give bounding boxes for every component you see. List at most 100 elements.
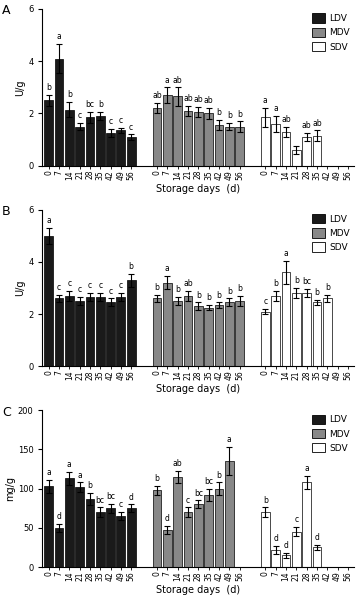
- Legend: LDV, MDV, SDV: LDV, MDV, SDV: [308, 211, 353, 256]
- Bar: [194, 306, 203, 367]
- Bar: [96, 512, 104, 567]
- Text: c: c: [186, 496, 190, 505]
- Bar: [225, 127, 234, 166]
- Bar: [163, 95, 172, 166]
- Text: d: d: [273, 534, 278, 543]
- Bar: [281, 132, 290, 166]
- Text: ab: ab: [152, 91, 162, 100]
- Text: bc: bc: [302, 277, 311, 286]
- Text: c: c: [263, 297, 267, 306]
- Text: c: c: [108, 118, 113, 127]
- Text: ab: ab: [302, 121, 312, 130]
- Bar: [85, 118, 94, 166]
- Bar: [302, 137, 311, 166]
- Bar: [215, 488, 223, 567]
- X-axis label: Storage days  (d): Storage days (d): [156, 385, 240, 394]
- Text: c: c: [88, 281, 92, 290]
- Bar: [163, 283, 172, 367]
- Text: bc: bc: [96, 496, 105, 505]
- Bar: [173, 477, 182, 567]
- Bar: [44, 100, 53, 166]
- Text: c: c: [108, 287, 113, 296]
- Bar: [313, 302, 321, 367]
- Bar: [85, 297, 94, 367]
- Bar: [271, 296, 280, 367]
- Text: c: c: [78, 111, 81, 120]
- Text: c: c: [119, 116, 123, 125]
- Text: b: b: [263, 496, 268, 505]
- Text: b: b: [196, 290, 201, 299]
- Text: b: b: [314, 288, 320, 297]
- Bar: [55, 59, 63, 166]
- Bar: [313, 136, 321, 166]
- Bar: [65, 478, 74, 567]
- Text: b: b: [155, 473, 159, 482]
- Bar: [106, 133, 115, 166]
- Text: b: b: [237, 110, 242, 119]
- Text: b: b: [67, 90, 72, 99]
- Bar: [116, 516, 125, 567]
- Text: bc: bc: [204, 477, 213, 486]
- Text: a: a: [77, 470, 82, 479]
- Text: a: a: [57, 32, 61, 41]
- Text: ab: ab: [183, 279, 193, 288]
- Text: bc: bc: [106, 492, 115, 501]
- Bar: [281, 272, 290, 367]
- Bar: [271, 124, 280, 166]
- Bar: [215, 305, 223, 367]
- Y-axis label: U/g: U/g: [15, 280, 25, 296]
- Text: A: A: [2, 4, 10, 17]
- Text: d: d: [56, 512, 61, 521]
- Bar: [292, 532, 301, 567]
- Bar: [96, 116, 104, 166]
- Text: b: b: [237, 284, 242, 293]
- Text: ab: ab: [173, 76, 182, 85]
- Bar: [204, 308, 213, 367]
- Text: ab: ab: [204, 97, 213, 106]
- Bar: [183, 512, 192, 567]
- Text: C: C: [2, 406, 11, 419]
- Y-axis label: mg/g: mg/g: [5, 476, 15, 501]
- Text: a: a: [284, 249, 288, 258]
- Text: a: a: [165, 76, 170, 85]
- Text: c: c: [129, 122, 133, 131]
- Text: a: a: [273, 104, 278, 113]
- Bar: [96, 297, 104, 367]
- Bar: [183, 296, 192, 367]
- Bar: [204, 495, 213, 567]
- Text: a: a: [304, 464, 309, 473]
- X-axis label: Storage days  (d): Storage days (d): [156, 184, 240, 194]
- X-axis label: Storage days  (d): Storage days (d): [156, 585, 240, 595]
- Text: b: b: [98, 100, 103, 109]
- Bar: [75, 487, 84, 567]
- Bar: [225, 302, 234, 367]
- Bar: [116, 297, 125, 367]
- Bar: [281, 555, 290, 567]
- Bar: [106, 302, 115, 367]
- Bar: [173, 301, 182, 367]
- Legend: LDV, MDV, SDV: LDV, MDV, SDV: [308, 411, 353, 457]
- Text: d: d: [165, 514, 170, 523]
- Bar: [261, 311, 270, 367]
- Bar: [75, 127, 84, 166]
- Bar: [183, 111, 192, 166]
- Bar: [194, 505, 203, 567]
- Text: d: d: [129, 493, 134, 502]
- Bar: [292, 150, 301, 166]
- Bar: [292, 293, 301, 367]
- Text: a: a: [46, 216, 51, 225]
- Text: b: b: [88, 481, 92, 490]
- Bar: [44, 236, 53, 367]
- Bar: [153, 298, 162, 367]
- Bar: [65, 296, 74, 367]
- Bar: [75, 301, 84, 367]
- Bar: [65, 110, 74, 166]
- Text: c: c: [57, 283, 61, 292]
- Bar: [85, 499, 94, 567]
- Bar: [271, 550, 280, 567]
- Bar: [127, 137, 136, 166]
- Text: ab: ab: [312, 119, 322, 128]
- Text: c: c: [78, 286, 81, 295]
- Text: b: b: [216, 470, 222, 479]
- Bar: [116, 130, 125, 166]
